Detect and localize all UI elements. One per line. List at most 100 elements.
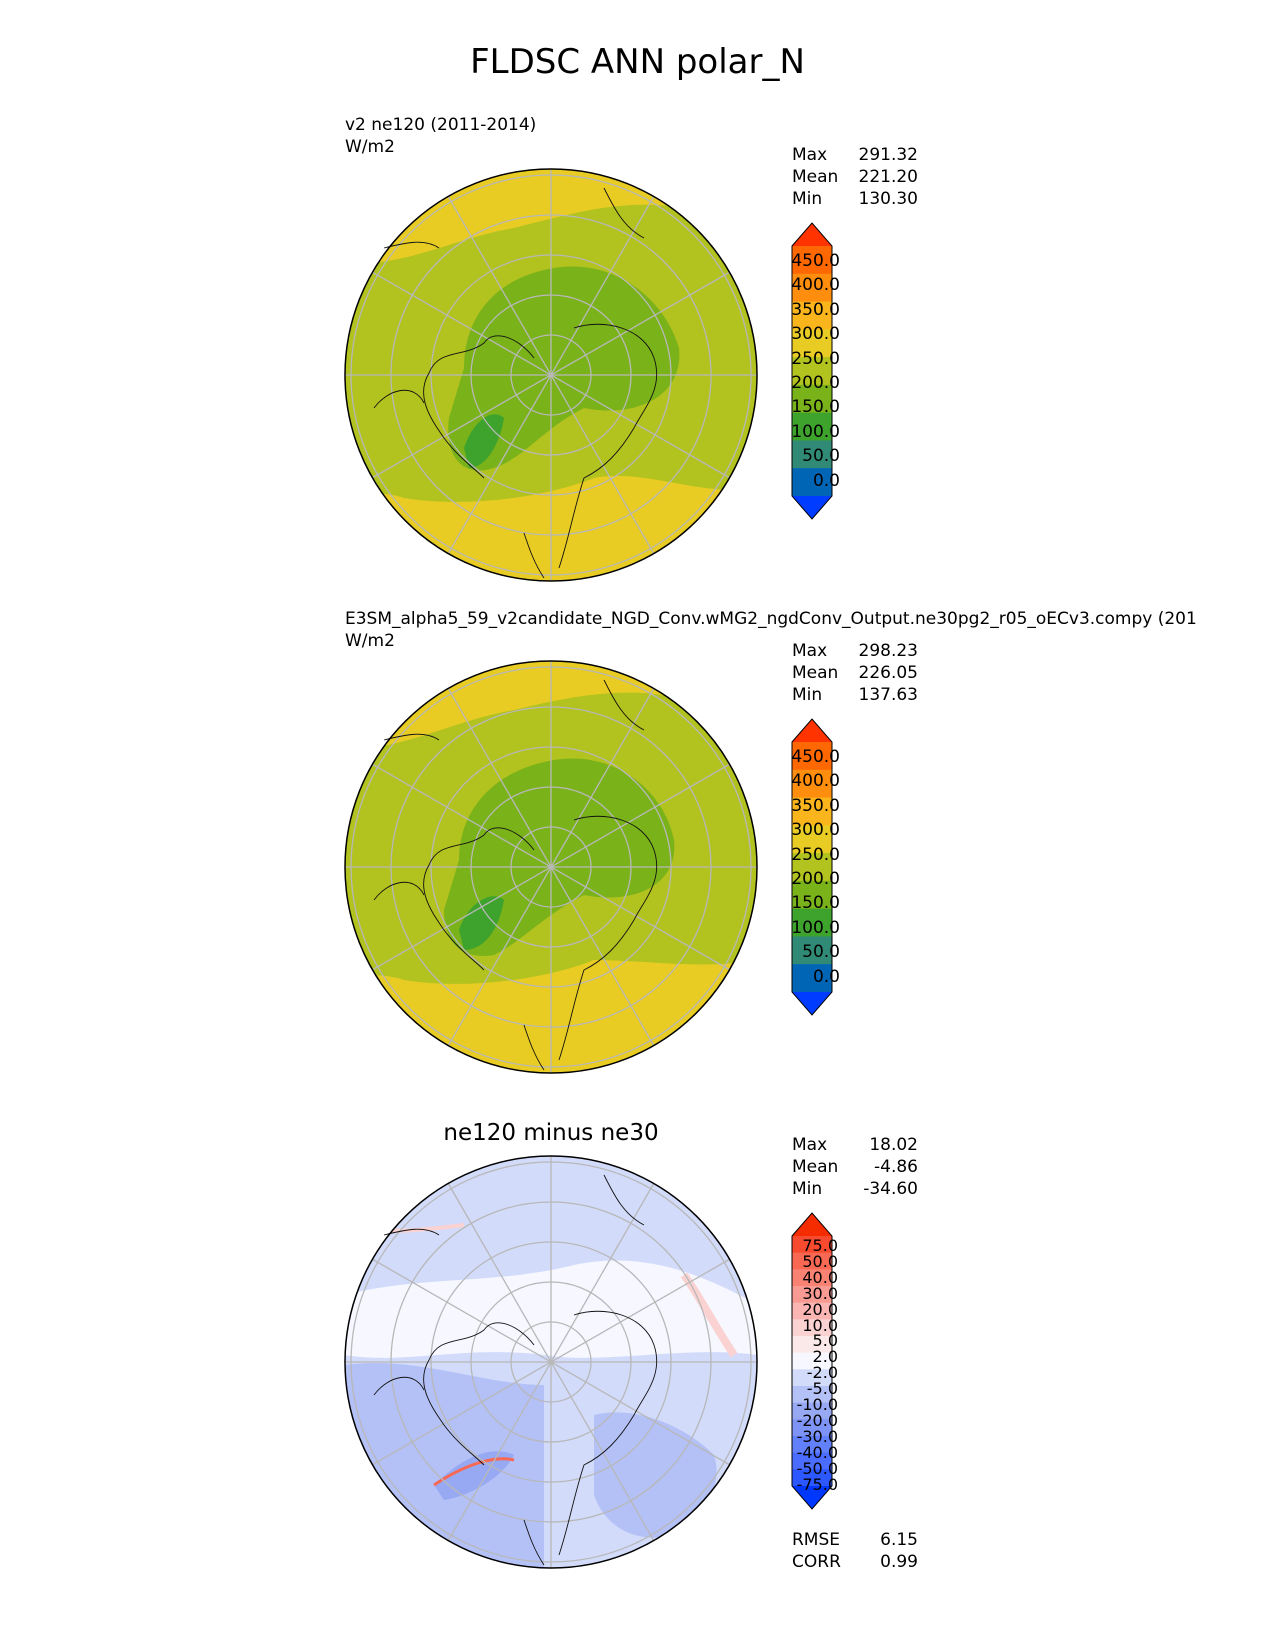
colorbar-segment bbox=[792, 1402, 832, 1420]
colorbar-segment bbox=[792, 468, 832, 497]
colorbar-segment bbox=[792, 1236, 832, 1254]
colorbar-tick-label: 100.0 bbox=[791, 917, 840, 938]
colorbar-extend-min bbox=[792, 1486, 832, 1509]
colorbar-tick-label: 350.0 bbox=[791, 795, 840, 816]
colorbar-segment bbox=[792, 1336, 832, 1354]
colorbar-tick-label: 50.0 bbox=[802, 1251, 838, 1271]
colorbar-tick-label: 2.0 bbox=[812, 1347, 838, 1367]
colorbar-tick-label: 400.0 bbox=[791, 771, 840, 792]
colorbar-segment bbox=[792, 742, 832, 771]
panel2-units: W/m2 bbox=[345, 631, 395, 651]
panel3-metric-corr-label: CORR bbox=[792, 1552, 841, 1572]
panel1-stat-max-value: 291.32 bbox=[858, 145, 918, 165]
panel3-metric-rmse-value: 6.15 bbox=[880, 1530, 918, 1550]
panel2-title: E3SM_alpha5_59_v2candidate_NGD_Conv.wMG2… bbox=[345, 609, 1197, 629]
colorbar-tick-label: -10.0 bbox=[796, 1395, 838, 1414]
colorbar-segment bbox=[792, 797, 832, 826]
colorbar-segment bbox=[792, 1469, 832, 1487]
panel1-polar-map bbox=[344, 168, 758, 582]
colorbar-segment bbox=[792, 1286, 832, 1304]
colorbar-segment bbox=[792, 1369, 832, 1387]
panel3-stat-min-label: Min bbox=[792, 1179, 823, 1199]
panel2-stat-max-label: Max bbox=[792, 641, 828, 661]
colorbar-tick-label: 100.0 bbox=[791, 421, 840, 442]
colorbar-tick-label: 0.0 bbox=[812, 470, 840, 491]
panel3-stat-mean-value: -4.86 bbox=[874, 1157, 918, 1177]
colorbar-segment bbox=[792, 384, 832, 414]
panel3-stat-mean-label: Mean bbox=[792, 1157, 839, 1177]
colorbar-tick-label: -2.0 bbox=[806, 1363, 838, 1383]
panel2-polar-map bbox=[344, 660, 758, 1074]
colorbar-segment bbox=[792, 1319, 832, 1337]
panel3-stat-max-value: 18.02 bbox=[869, 1135, 918, 1155]
panel1-title: v2 ne120 (2011-2014) bbox=[345, 115, 537, 135]
panel3-polar-map bbox=[344, 1155, 758, 1569]
colorbar-tick-label: 0.0 bbox=[812, 966, 840, 987]
panel2-colorbar bbox=[791, 718, 833, 1016]
colorbar-segment bbox=[792, 769, 832, 799]
colorbar-outline bbox=[791, 222, 833, 520]
colorbar-extend-min bbox=[792, 992, 832, 1015]
colorbar-tick-label: 450.0 bbox=[791, 251, 840, 271]
panel3-stat-min-value: -34.60 bbox=[863, 1179, 918, 1199]
colorbar-tick-label: 450.0 bbox=[791, 747, 840, 767]
colorbar-segment bbox=[792, 273, 832, 303]
colorbar-segment bbox=[792, 246, 832, 275]
colorbar-extend-max bbox=[792, 719, 832, 742]
colorbar-tick-label: 250.0 bbox=[791, 844, 840, 865]
colorbar-segment bbox=[792, 440, 832, 469]
colorbar-tick-label: 40.0 bbox=[802, 1267, 838, 1287]
panel1-units: W/m2 bbox=[345, 137, 395, 157]
panel1-stat-mean-label: Mean bbox=[792, 167, 839, 187]
colorbar-tick-label: -30.0 bbox=[796, 1426, 838, 1446]
colorbar-segment bbox=[792, 357, 832, 386]
colorbar-segment bbox=[792, 1452, 832, 1470]
colorbar-tick-label: 150.0 bbox=[791, 893, 840, 914]
colorbar-segment bbox=[792, 1352, 832, 1370]
colorbar-extend-max bbox=[792, 1213, 832, 1236]
colorbar-segment bbox=[792, 1252, 832, 1270]
panel3-metric-rmse-label: RMSE bbox=[792, 1530, 841, 1550]
colorbar-segment bbox=[792, 1302, 832, 1320]
panel1-graticule bbox=[345, 169, 757, 581]
panel1-stat-min-value: 130.30 bbox=[858, 189, 918, 209]
colorbar-tick-label: 350.0 bbox=[791, 299, 840, 320]
colorbar-segment bbox=[792, 1269, 832, 1287]
panel2-stat-mean-label: Mean bbox=[792, 663, 839, 683]
colorbar-tick-label: 300.0 bbox=[791, 324, 840, 345]
colorbar-tick-label: 400.0 bbox=[791, 275, 840, 296]
panel1-colorbar bbox=[791, 222, 833, 520]
panel2-coastlines bbox=[373, 679, 658, 1071]
colorbar-tick-label: -75.0 bbox=[796, 1474, 838, 1494]
colorbar-tick-label: -50.0 bbox=[796, 1458, 838, 1478]
colorbar-outline bbox=[791, 718, 833, 1016]
colorbar-segment bbox=[792, 908, 832, 937]
panel2-stat-min-label: Min bbox=[792, 685, 823, 705]
colorbar-tick-label: 75.0 bbox=[802, 1236, 838, 1255]
colorbar-tick-label: 10.0 bbox=[802, 1315, 838, 1335]
colorbar-tick-label: 20.0 bbox=[802, 1299, 838, 1319]
figure-title: FLDSC ANN polar_N bbox=[470, 42, 805, 82]
panel2-map-border bbox=[344, 660, 758, 1074]
colorbar-segment bbox=[792, 825, 832, 854]
panel2-stat-min-value: 137.63 bbox=[858, 685, 918, 705]
panel3-title: ne120 minus ne30 bbox=[443, 1120, 659, 1146]
colorbar-segment bbox=[792, 964, 832, 993]
colorbar-tick-label: 150.0 bbox=[791, 397, 840, 418]
panel1-stat-max-label: Max bbox=[792, 145, 828, 165]
colorbar-tick-label: 300.0 bbox=[791, 820, 840, 841]
colorbar-extend-min bbox=[792, 496, 832, 519]
colorbar-segment bbox=[792, 412, 832, 441]
colorbar-outline bbox=[791, 1212, 833, 1510]
panel2-stat-mean-value: 226.05 bbox=[858, 663, 918, 683]
panel3-metric-corr-value: 0.99 bbox=[880, 1552, 918, 1572]
colorbar-extend-max bbox=[792, 223, 832, 246]
panel3-graticule bbox=[345, 1156, 757, 1568]
colorbar-tick-label: 30.0 bbox=[802, 1283, 838, 1303]
colorbar-tick-label: 250.0 bbox=[791, 348, 840, 369]
panel1-map-border bbox=[344, 168, 758, 582]
colorbar-tick-label: 50.0 bbox=[802, 942, 840, 963]
colorbar-segment bbox=[792, 329, 832, 358]
colorbar-segment bbox=[792, 301, 832, 330]
panel3-map-border bbox=[344, 1155, 758, 1569]
